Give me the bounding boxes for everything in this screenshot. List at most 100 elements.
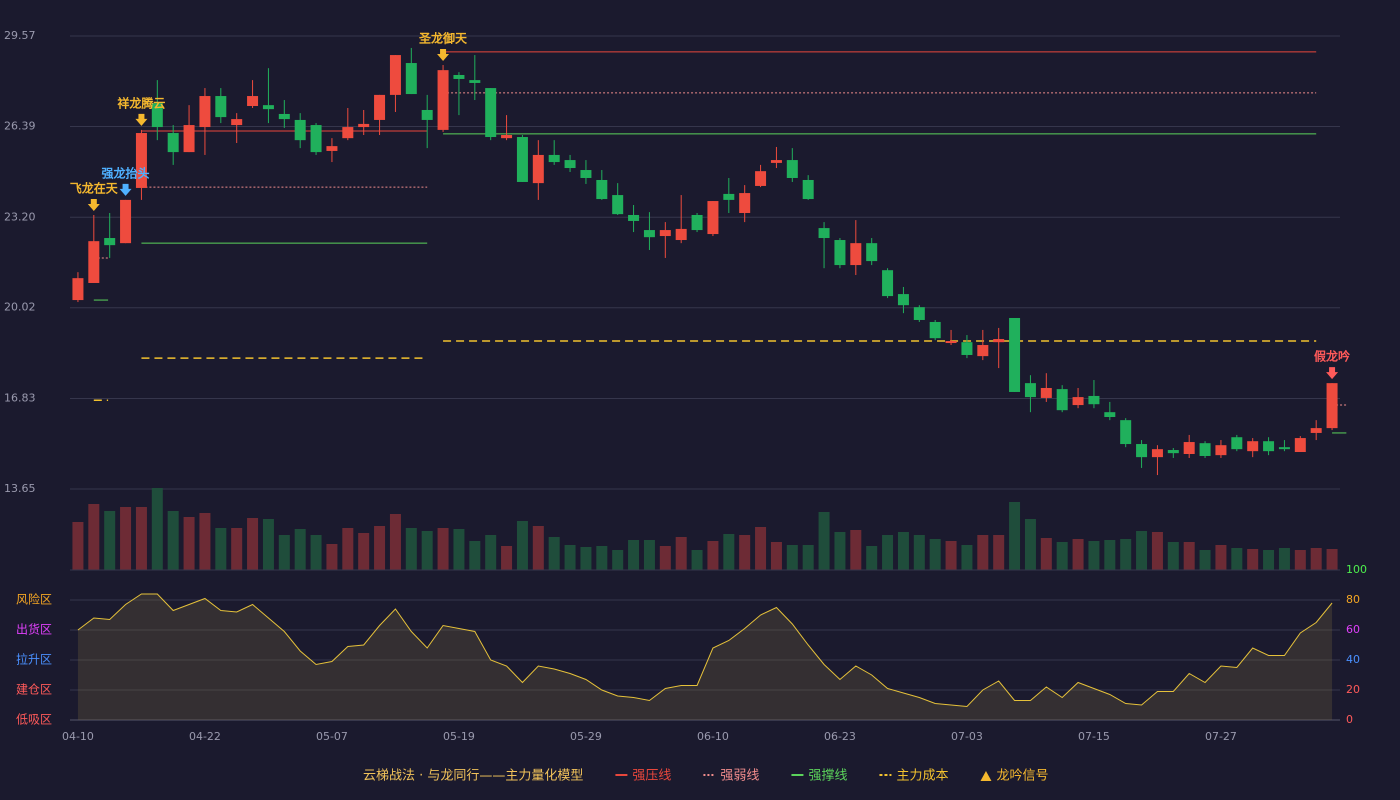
x-tick-label: 05-29 <box>570 730 602 743</box>
volume-bar <box>1088 541 1100 570</box>
legend-label: 主力成本 <box>896 769 948 784</box>
volume-bar <box>802 545 814 570</box>
candle-body <box>1231 437 1243 450</box>
y-tick-label: 23.20 <box>4 210 36 223</box>
volume-bar <box>358 533 370 570</box>
candle-body <box>135 133 147 188</box>
candle-body <box>850 243 862 266</box>
candle-body <box>628 214 640 221</box>
volume-bar <box>1215 545 1227 570</box>
legend-label: 龙吟信号 <box>996 768 1048 784</box>
volume-bar <box>135 507 147 570</box>
candle-body <box>1120 420 1132 445</box>
candle-body <box>675 228 687 241</box>
candle-body <box>548 154 560 163</box>
volume-bar <box>913 535 925 570</box>
volume-bar <box>961 545 973 570</box>
volume-bar <box>675 537 687 570</box>
legend-label: 强压线 <box>632 769 671 784</box>
candle-body <box>1104 412 1116 418</box>
volume-bar <box>389 514 401 570</box>
volume-bar <box>1183 542 1195 570</box>
candle-body <box>691 214 703 231</box>
candle-body <box>1167 450 1179 454</box>
zone-label: 出货区 <box>16 622 52 637</box>
x-tick-label: 05-19 <box>443 730 475 743</box>
candle-body <box>755 171 767 186</box>
volume-bar <box>739 535 751 570</box>
volume-bar <box>993 535 1005 570</box>
volume-bar <box>1167 542 1179 570</box>
candle-body <box>278 113 290 120</box>
volume-bar <box>1136 531 1148 570</box>
volume-bar <box>374 526 386 570</box>
volume-bar <box>469 541 481 570</box>
y-tick-label: 20 <box>1346 683 1360 696</box>
volume-bar <box>850 530 862 570</box>
candle-body <box>1326 383 1338 429</box>
candle-body <box>882 270 894 297</box>
signal-label: 圣龙御天 <box>418 31 468 46</box>
volume-bar <box>882 535 894 570</box>
candle-body <box>389 55 401 95</box>
volume-bar <box>564 545 576 570</box>
candle-body <box>1278 447 1290 450</box>
volume-bar <box>1009 502 1021 570</box>
candle-body <box>818 228 830 239</box>
volume-bar <box>929 539 941 570</box>
candle-body <box>215 96 227 118</box>
candle-body <box>596 179 608 200</box>
volume-bar <box>723 534 735 570</box>
candle-body <box>707 201 719 235</box>
zone-label: 风险区 <box>16 592 52 607</box>
candle-body <box>1247 441 1259 452</box>
volume-bar <box>1199 550 1211 570</box>
candle-body <box>88 241 100 283</box>
signal-label: 飞龙在天 <box>70 180 119 195</box>
candle-body <box>437 70 449 130</box>
volume-bar <box>770 542 782 570</box>
candle-body <box>580 170 592 178</box>
volume-bar <box>183 517 195 570</box>
candle-body <box>834 240 846 266</box>
x-tick-label: 04-22 <box>189 730 221 743</box>
x-tick-label: 07-15 <box>1078 730 1110 743</box>
x-tick-label: 06-10 <box>697 730 729 743</box>
volume-bar <box>437 528 449 570</box>
candle-body <box>913 307 925 320</box>
candle-body <box>120 199 132 244</box>
volume-bar <box>231 528 243 570</box>
volume-bar <box>72 522 84 570</box>
candle-body <box>1310 428 1322 433</box>
candle-body <box>326 146 338 151</box>
candle-body <box>151 103 163 128</box>
volume-bar <box>1151 532 1163 570</box>
signal-label: 强龙抬头 <box>102 165 150 180</box>
volume-bar <box>1263 550 1275 570</box>
volume-bar <box>1072 539 1084 570</box>
candle-body <box>739 193 751 213</box>
candle-body <box>802 179 814 200</box>
candle-body <box>929 321 941 339</box>
volume-bar <box>1056 542 1068 570</box>
candle-body <box>1072 397 1084 406</box>
x-tick-label: 06-23 <box>824 730 856 743</box>
y-tick-label: 40 <box>1346 653 1360 666</box>
signal-arrow <box>119 183 132 196</box>
volume-bar <box>88 504 100 570</box>
indicator-area <box>77 594 1333 720</box>
signal-arrow <box>1326 367 1339 380</box>
candle-body <box>1215 445 1227 456</box>
candle-body <box>516 137 528 182</box>
volume-bar <box>691 550 703 570</box>
candle-body <box>199 96 211 128</box>
volume-bar <box>501 546 513 570</box>
candle-body <box>469 80 481 83</box>
candle-body <box>1294 438 1306 453</box>
volume-bar <box>485 535 497 570</box>
volume-bar <box>215 528 227 570</box>
candle-body <box>167 133 179 153</box>
x-tick-label: 04-10 <box>62 730 94 743</box>
